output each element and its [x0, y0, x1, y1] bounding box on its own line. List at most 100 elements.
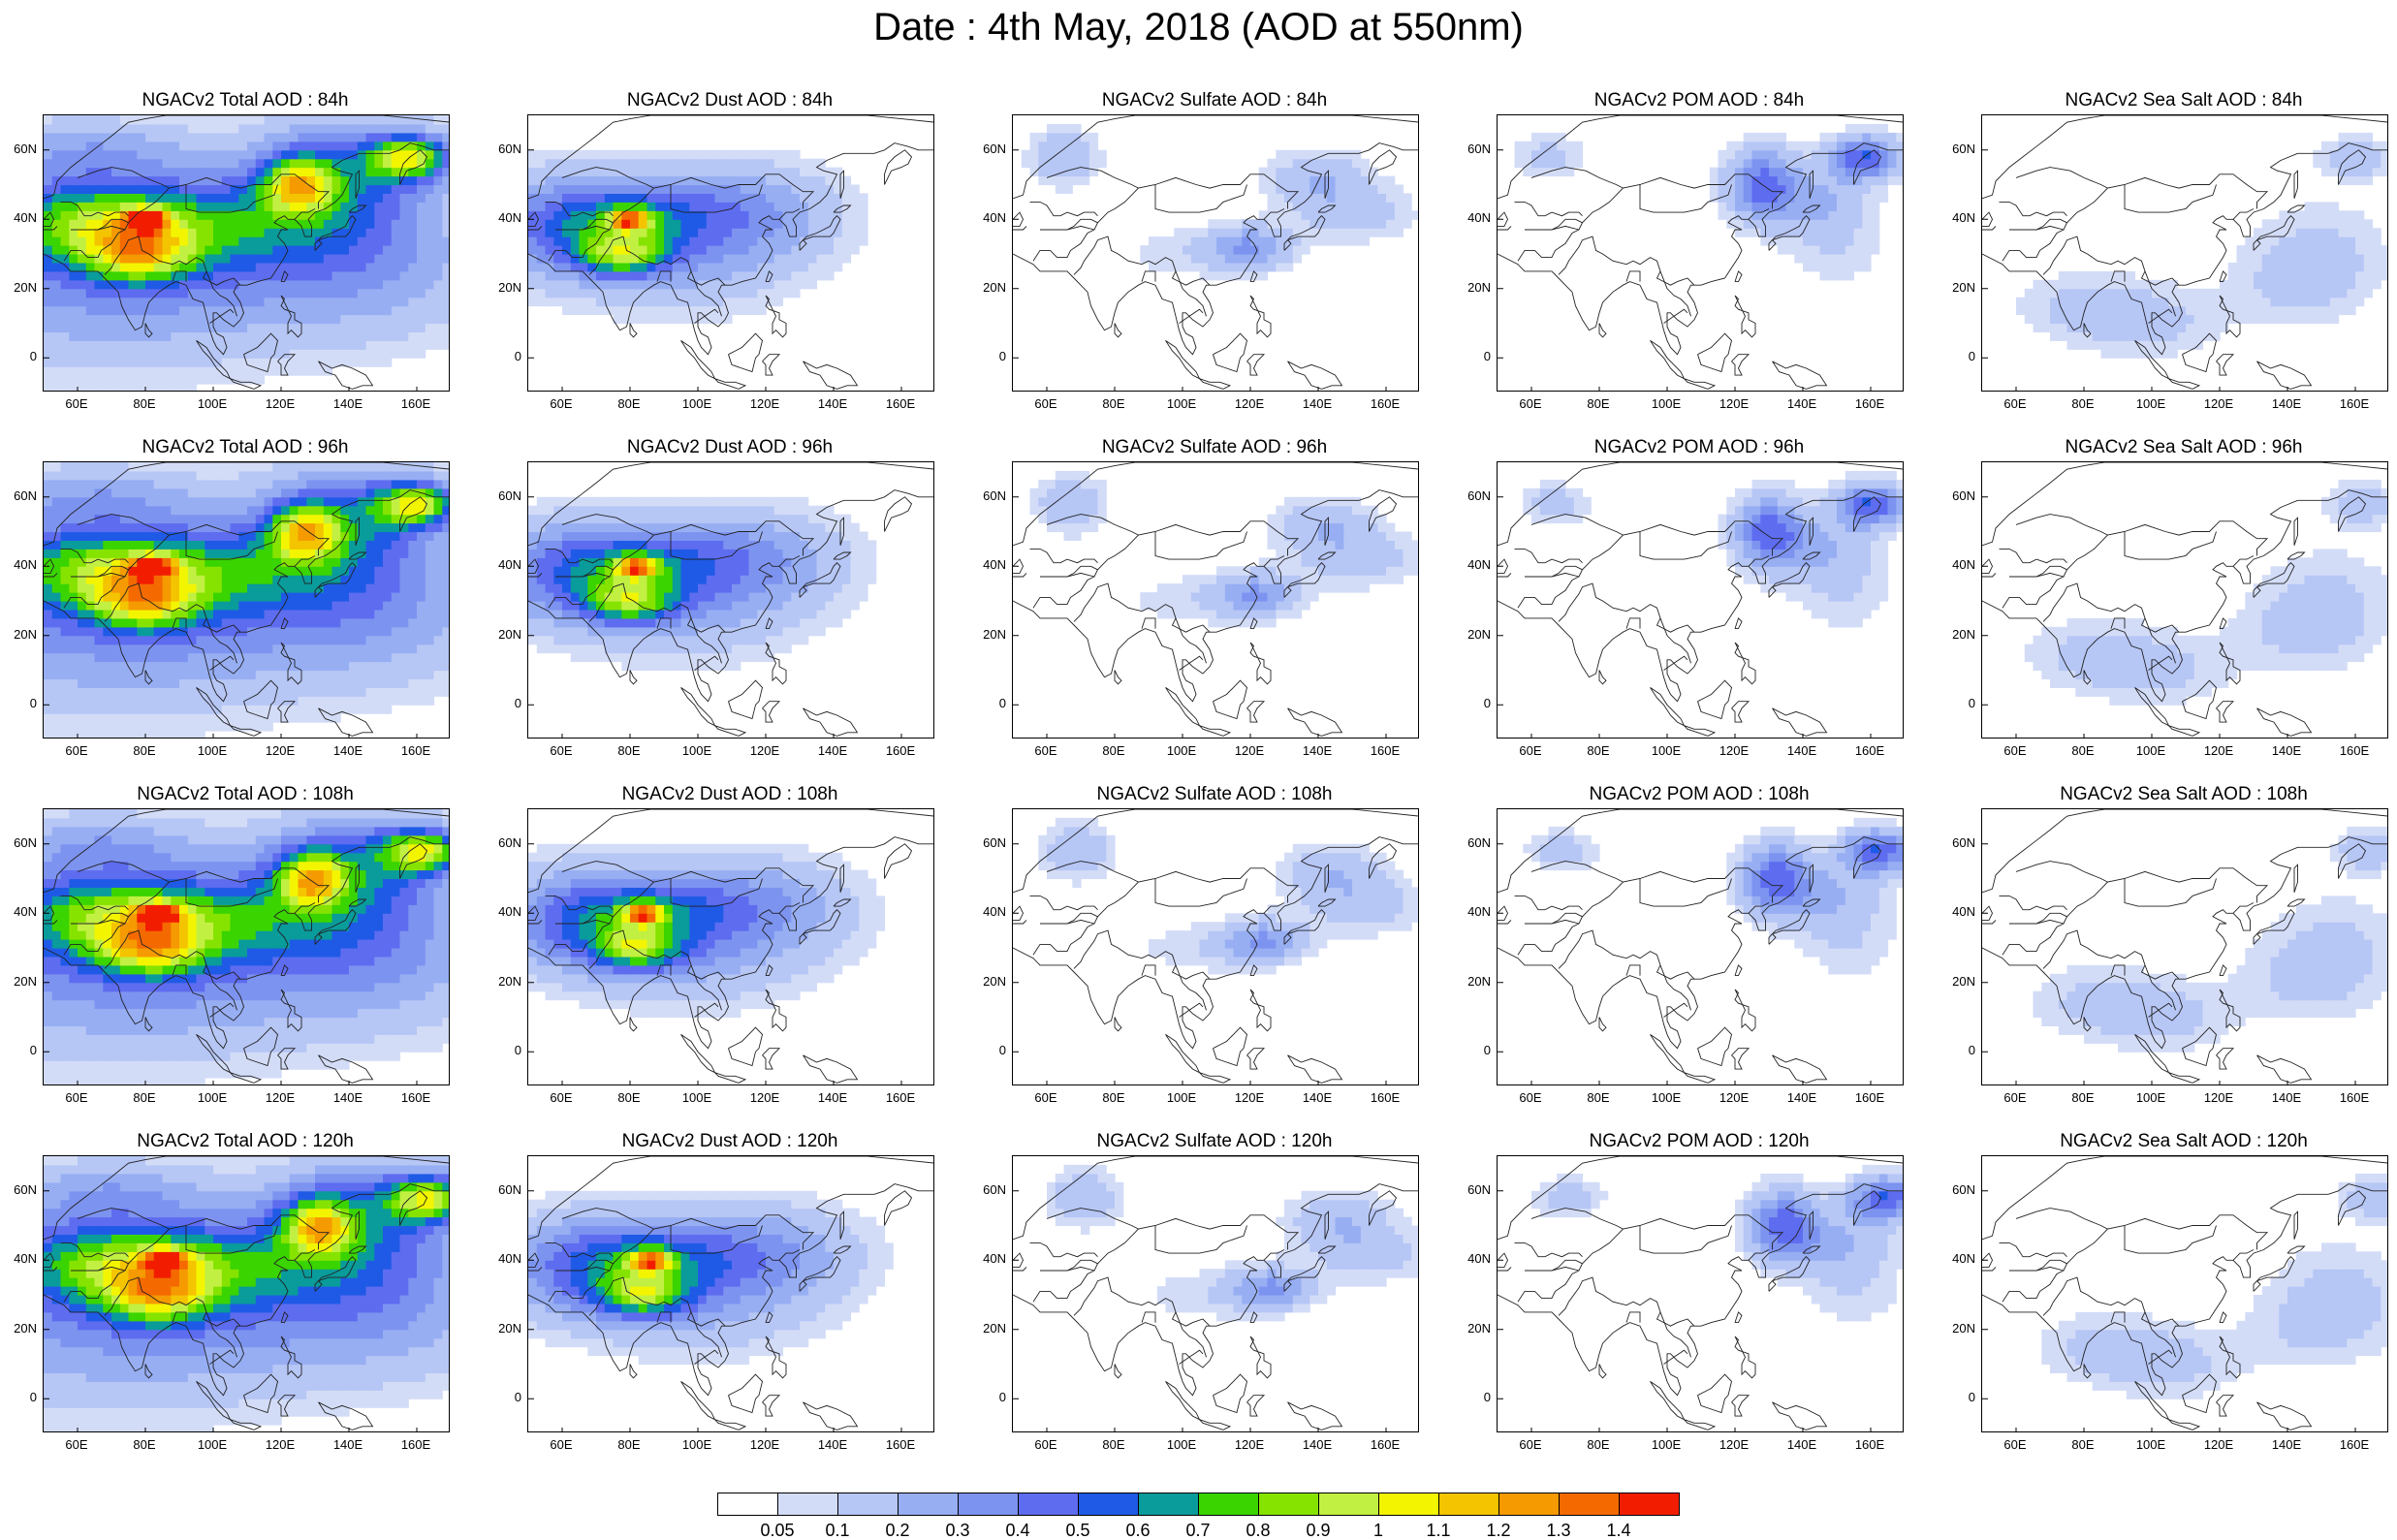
- lon-tick-label: 60E: [1992, 397, 2038, 411]
- lat-tick-label: 0: [1454, 350, 1491, 363]
- lat-tick-label: 40N: [485, 558, 521, 572]
- lat-tick-label: 0: [1939, 697, 1975, 710]
- lon-tick-label: 60E: [1992, 1438, 2038, 1452]
- lon-tick-label: 140E: [2263, 397, 2310, 411]
- colorbar-swatch: [958, 1493, 1019, 1516]
- colorbar-swatch: [1078, 1493, 1139, 1516]
- lon-tick-label: 140E: [1294, 1438, 1340, 1452]
- lon-tick-label: 160E: [393, 744, 439, 758]
- lon-tick-label: 160E: [2331, 397, 2378, 411]
- lon-tick-label: 100E: [2128, 1091, 2174, 1105]
- colorbar-label: 0.7: [1169, 1522, 1227, 1539]
- lon-tick-label: 160E: [2331, 1091, 2378, 1105]
- lon-tick-label: 140E: [325, 1438, 371, 1452]
- lat-tick-label: 40N: [485, 211, 521, 225]
- lat-tick-label: 40N: [1454, 1252, 1491, 1266]
- lat-tick-label: 60N: [1939, 1183, 1975, 1197]
- lat-tick-label: 0: [1454, 697, 1491, 710]
- panel-title: NGACv2 POM AOD : 96h: [1493, 436, 1906, 459]
- lon-tick-label: 100E: [674, 397, 720, 411]
- lat-tick-label: 40N: [0, 905, 37, 919]
- lat-tick-label: 40N: [1454, 558, 1491, 572]
- lat-tick-label: 20N: [485, 1322, 521, 1336]
- lat-tick-label: 40N: [0, 1252, 37, 1266]
- colorbar-label: 0.8: [1229, 1522, 1287, 1539]
- lat-tick-label: 60N: [1939, 489, 1975, 503]
- aod-field: [44, 809, 449, 1084]
- lon-tick-label: 120E: [1711, 1091, 1757, 1105]
- panel-title: NGACv2 Dust AOD : 96h: [523, 436, 936, 459]
- lon-tick-label: 80E: [606, 1091, 652, 1105]
- lon-tick-label: 120E: [257, 397, 303, 411]
- lon-tick-label: 120E: [1226, 1438, 1273, 1452]
- colorbar-swatch: [1438, 1493, 1499, 1516]
- lon-tick-label: 160E: [1846, 1438, 1893, 1452]
- lon-tick-label: 80E: [1575, 397, 1622, 411]
- panel-title: NGACv2 Sea Salt AOD : 108h: [1977, 783, 2390, 806]
- panel-title: NGACv2 Sulfate AOD : 108h: [1008, 783, 1421, 806]
- aod-field: [1523, 818, 1903, 975]
- lon-tick-label: 140E: [325, 397, 371, 411]
- lat-tick-label: 20N: [485, 975, 521, 989]
- lat-tick-label: 60N: [969, 142, 1006, 156]
- lat-tick-label: 60N: [0, 142, 37, 156]
- map-frame: [527, 114, 934, 392]
- lon-tick-label: 60E: [1507, 1091, 1554, 1105]
- lat-tick-label: 40N: [1454, 211, 1491, 225]
- lat-tick-label: 0: [0, 697, 37, 710]
- lon-tick-label: 120E: [1226, 744, 1273, 758]
- map-frame: [1012, 114, 1419, 392]
- lat-tick-label: 60N: [0, 489, 37, 503]
- lon-tick-label: 140E: [809, 1091, 856, 1105]
- lon-tick-label: 60E: [53, 1438, 100, 1452]
- lat-tick-label: 60N: [485, 489, 521, 503]
- map-frame: [43, 808, 450, 1085]
- colorbar-swatch: [1498, 1493, 1560, 1516]
- lat-tick-label: 20N: [0, 281, 37, 295]
- aod-map: [1013, 1156, 1418, 1431]
- lat-tick-label: 60N: [1454, 142, 1491, 156]
- lat-tick-label: 40N: [1939, 905, 1975, 919]
- lon-tick-label: 120E: [257, 1438, 303, 1452]
- lat-tick-label: 40N: [0, 558, 37, 572]
- lat-tick-label: 60N: [0, 836, 37, 850]
- panel-title: NGACv2 Dust AOD : 108h: [523, 783, 936, 806]
- lon-tick-label: 160E: [1362, 1438, 1408, 1452]
- colorbar-label: 0.05: [748, 1522, 806, 1539]
- lon-tick-label: 60E: [53, 397, 100, 411]
- lon-tick-label: 80E: [606, 744, 652, 758]
- lat-tick-label: 40N: [485, 905, 521, 919]
- colorbar-swatch: [1318, 1493, 1379, 1516]
- lat-tick-label: 0: [0, 350, 37, 363]
- aod-field: [2016, 133, 2387, 359]
- colorbar-label: 1.2: [1469, 1522, 1528, 1539]
- colorbar-label: 0.5: [1049, 1522, 1107, 1539]
- colorbar-swatch: [1559, 1493, 1620, 1516]
- lat-tick-label: 60N: [969, 1183, 1006, 1197]
- lon-tick-label: 140E: [1294, 744, 1340, 758]
- lat-tick-label: 0: [485, 1044, 521, 1057]
- lon-tick-label: 100E: [1158, 1091, 1205, 1105]
- map-frame: [43, 114, 450, 392]
- lat-tick-label: 40N: [1939, 1252, 1975, 1266]
- panel-title: NGACv2 Sea Salt AOD : 84h: [1977, 89, 2390, 112]
- lon-tick-label: 140E: [809, 1438, 856, 1452]
- colorbar-label: 1.4: [1590, 1522, 1648, 1539]
- aod-map: [1982, 115, 2387, 391]
- lon-tick-label: 100E: [1643, 1091, 1689, 1105]
- colorbar-label: 0.3: [929, 1522, 987, 1539]
- lon-tick-label: 120E: [2195, 397, 2242, 411]
- lon-tick-label: 160E: [393, 397, 439, 411]
- lon-tick-label: 140E: [1779, 397, 1825, 411]
- lon-tick-label: 100E: [2128, 1438, 2174, 1452]
- lat-tick-label: 20N: [485, 628, 521, 642]
